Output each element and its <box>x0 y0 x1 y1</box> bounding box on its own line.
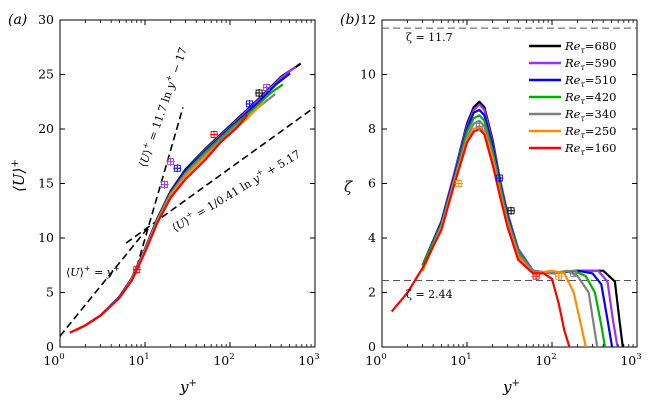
y-tick-label: 0 <box>368 339 376 354</box>
y-tick-label: 15 <box>38 176 54 191</box>
annotation-zeta-11.7: ζ = 11.7 <box>406 31 453 44</box>
error-marker <box>173 164 181 172</box>
y-tick-label: 12 <box>360 12 376 27</box>
error-marker <box>555 272 563 280</box>
series-line <box>74 93 276 332</box>
reference-line-log-law-2 <box>135 107 184 268</box>
error-marker <box>246 100 254 108</box>
x-tick-label: 103 <box>298 352 319 368</box>
x-tick-label: 101 <box>450 352 471 368</box>
series-line <box>74 101 265 332</box>
error-marker <box>570 269 578 277</box>
error-marker <box>210 130 218 138</box>
legend-label: Reτ=340 <box>564 107 617 123</box>
error-marker <box>161 181 169 189</box>
error-marker <box>507 207 515 215</box>
legend: Reτ=680Reτ=590Reτ=510Reτ=420Reτ=340Reτ=2… <box>529 39 617 157</box>
y-tick-label: 25 <box>38 67 54 82</box>
panel-b-ylabel: ζ <box>344 178 353 196</box>
series-line <box>390 127 571 348</box>
y-tick-label: 4 <box>368 230 376 245</box>
error-marker <box>167 158 175 166</box>
legend-label: Reτ=160 <box>564 141 617 157</box>
y-tick-label: 10 <box>38 230 54 245</box>
x-tick-label: 100 <box>43 352 64 368</box>
y-tick-label: 30 <box>38 12 54 27</box>
series-line <box>421 108 614 348</box>
error-marker <box>532 272 540 280</box>
y-tick-label: 8 <box>368 121 376 136</box>
y-tick-label: 2 <box>368 285 376 300</box>
legend-label: Reτ=590 <box>564 56 617 72</box>
y-tick-label: 10 <box>360 67 376 82</box>
panel-b-label: (b) <box>340 12 360 28</box>
panel-a-ylabel: ⟨U⟩+ <box>10 159 28 192</box>
annotation-log-law-1: ⟨U⟩+ = 1/0.41 ln y+ + 5.17 <box>169 146 303 235</box>
error-marker <box>133 266 141 274</box>
annotation-viscous: ⟨U⟩+ = y+ <box>66 264 120 279</box>
x-tick-label: 101 <box>128 352 149 368</box>
error-marker <box>255 89 263 97</box>
y-tick-label: 6 <box>368 176 376 191</box>
legend-label: Reτ=250 <box>564 124 617 140</box>
x-tick-label: 102 <box>213 352 234 368</box>
y-tick-label: 0 <box>46 339 54 354</box>
panel-a-label: (a) <box>8 12 27 28</box>
error-marker <box>475 122 483 130</box>
series-line <box>421 100 624 348</box>
series-line <box>74 66 297 332</box>
panel-a-xlabel: y+ <box>179 378 197 396</box>
panel-a-frame <box>59 19 316 348</box>
error-marker <box>495 174 503 182</box>
error-marker <box>455 180 463 187</box>
x-tick-label: 102 <box>535 352 556 368</box>
x-tick-label: 100 <box>365 352 386 368</box>
legend-label: Reτ=680 <box>564 39 617 55</box>
legend-label: Reτ=420 <box>564 90 617 106</box>
error-marker <box>263 84 271 92</box>
y-tick-label: 5 <box>46 285 54 300</box>
legend-label: Reτ=510 <box>564 73 617 89</box>
annotation-zeta-2.44: ζ = 2.44 <box>406 288 453 301</box>
panel-b: (b) 100 101 102 103 0 2 4 6 8 10 12 ζ = 11.7 ζ = 2… <box>340 12 642 396</box>
reference-line-viscous <box>59 226 150 337</box>
panel-a: (a) 100 101 102 103 0 5 10 15 20 25 30 ⟨U⟩+ = y+ ⟨… <box>8 12 320 396</box>
series-line <box>74 62 302 332</box>
panel-b-xlabel: y+ <box>502 378 520 396</box>
x-tick-label: 103 <box>620 352 641 368</box>
series-line <box>69 114 249 334</box>
annotation-log-law-2: ⟨U⟩+ = 11.7 ln y+ − 17 <box>135 45 190 169</box>
y-tick-label: 20 <box>38 121 54 136</box>
series-line <box>74 83 284 332</box>
